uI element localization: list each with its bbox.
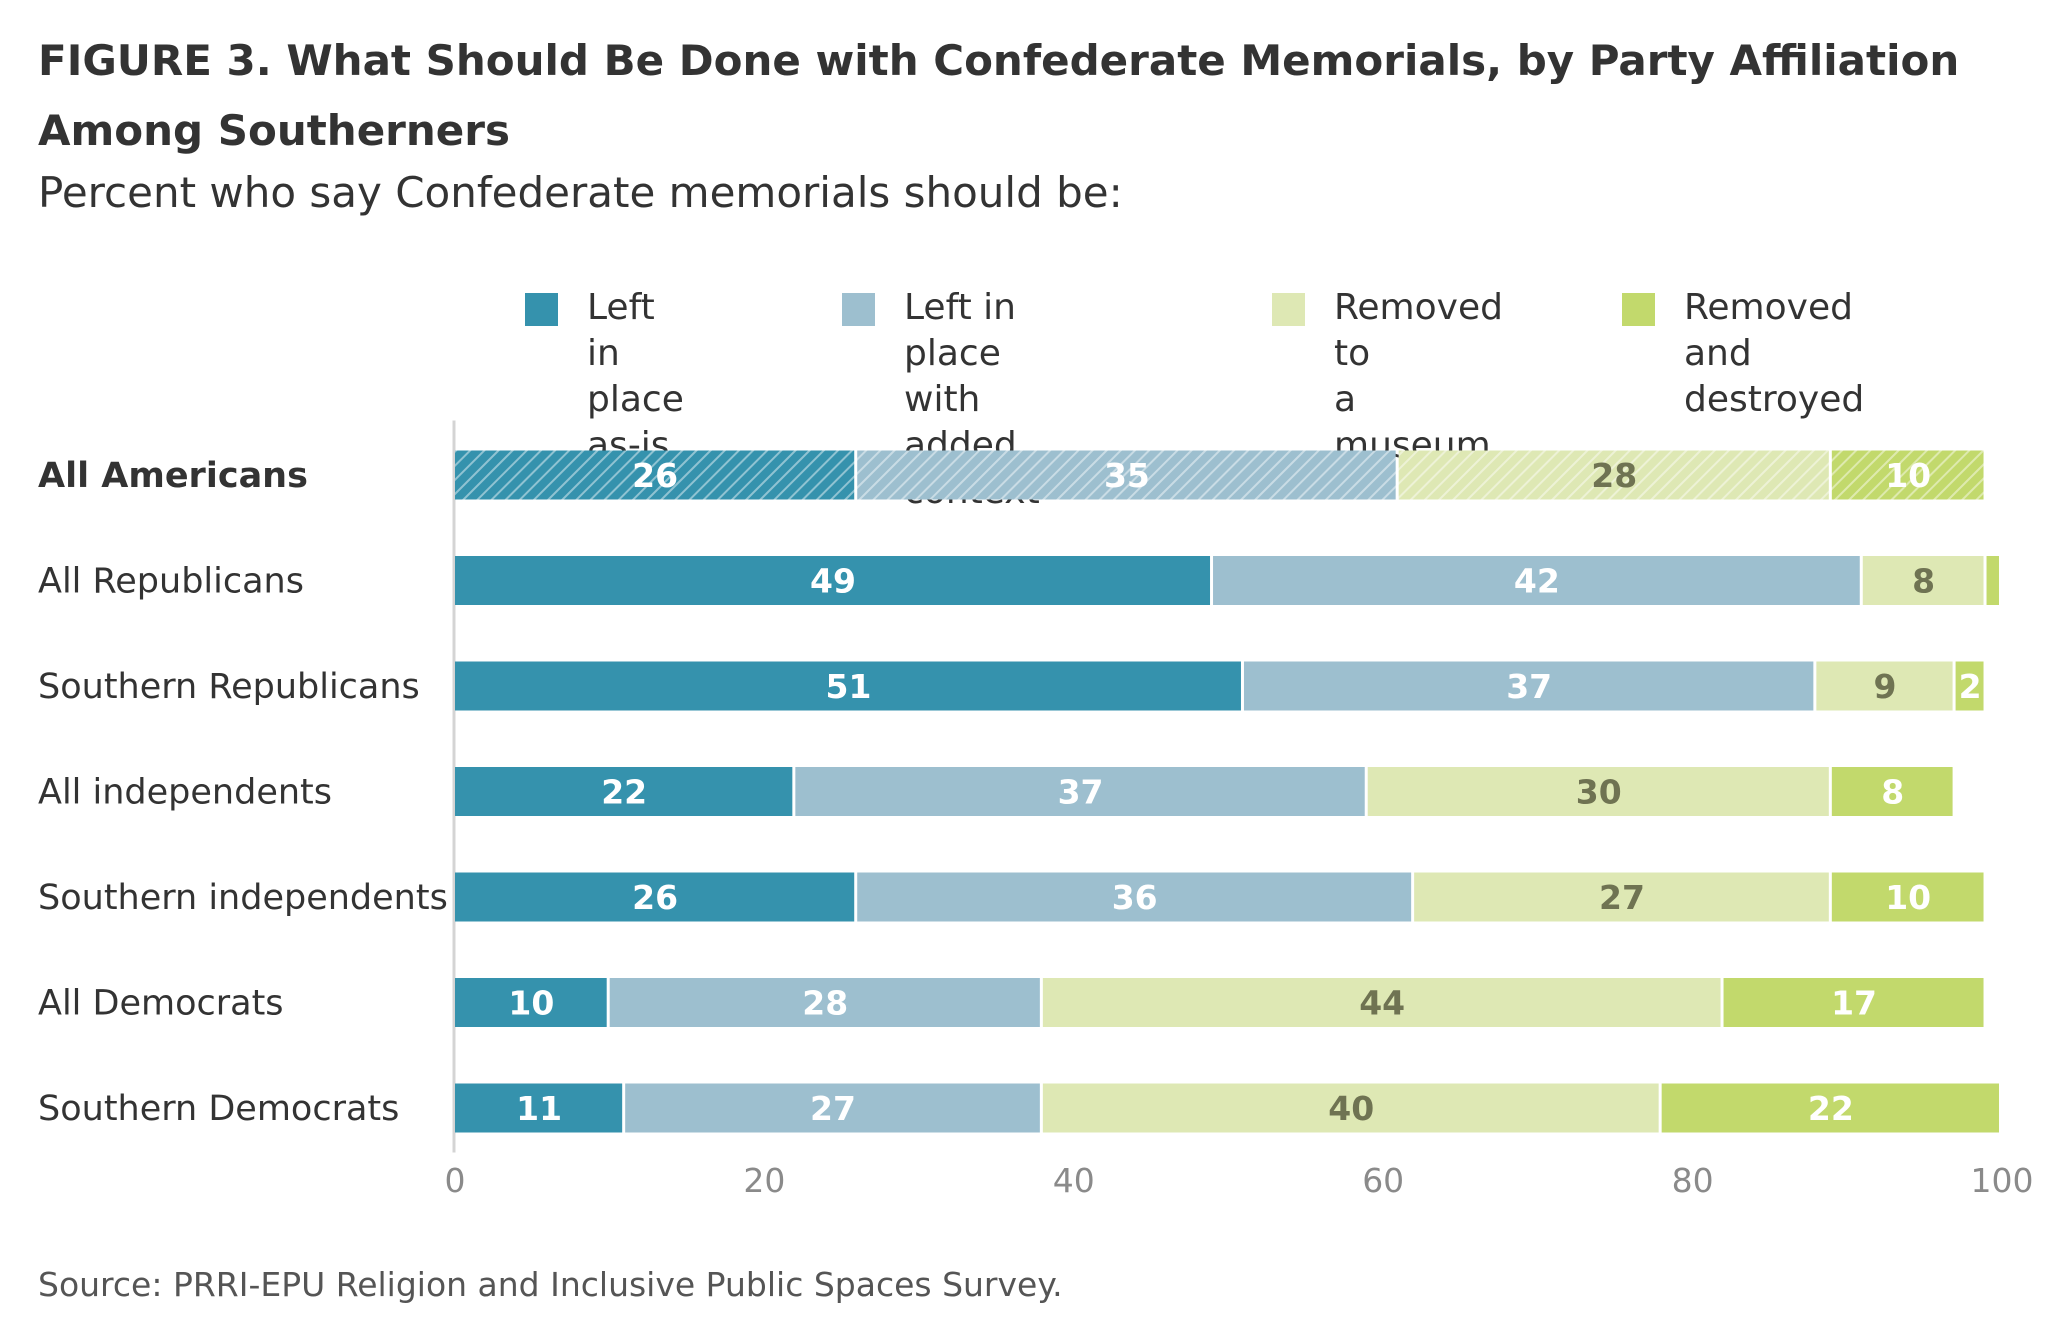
x-tick-label-60: 60 [1362,1161,1404,1200]
legend-swatch-museum [1272,293,1305,326]
data-label-all-democrats-left-in-place-with-added-context: 28 [802,984,848,1023]
bar-southern-republicans-left-in-place-as-is [455,661,1241,711]
bar-all-republicans-left-in-place-with-added-context [1213,556,1860,605]
bar-all-independents-left-in-place-as-is [455,767,793,816]
data-label-southern-independents-removed-to-a-museum: 27 [1599,878,1645,917]
data-label-southern-democrats-left-in-place-with-added-context: 27 [810,1089,856,1128]
data-label-all-independents-left-in-place-as-is: 22 [601,773,647,812]
category-label-all-independents: All independents [38,773,332,813]
data-label-all-independents-removed-and-destroyed: 8 [1881,773,1904,812]
category-label-all-democrats: All Democrats [38,984,284,1024]
x-tick-label-80: 80 [1672,1161,1714,1200]
bar-all-democrats-left-in-place-with-added-context [609,978,1040,1027]
data-label-all-democrats-removed-to-a-museum: 44 [1359,984,1405,1023]
legend-label-destroyed: Removed and destroyed [1684,287,1865,420]
bar-all-republicans-removed-and-destroyed [1986,556,1999,605]
chart-title: FIGURE 3. What Should Be Done with Confe… [38,36,1960,155]
bar-all-independents-removed-to-a-museum [1367,767,1829,816]
bar-all-independents-removed-and-destroyed [1831,767,1953,816]
bar-southern-democrats-removed-to-a-museum [1042,1083,1659,1133]
data-label-southern-democrats-removed-and-destroyed: 22 [1808,1089,1854,1128]
category-label-southern-republicans: Southern Republicans [38,667,420,707]
bar-southern-independents-left-in-place-with-added-context [857,872,1412,922]
data-label-all-republicans-removed-to-a-museum: 8 [1912,562,1935,601]
chart-subtitle: Percent who say Confederate memorials sh… [38,168,1123,217]
bar-all-democrats-removed-to-a-museum [1042,978,1721,1027]
bar-southern-independents-left-in-place-as-is [455,872,855,922]
x-tick-label-20: 20 [743,1161,785,1200]
category-label-southern-democrats: Southern Democrats [38,1089,399,1129]
category-label-all-americans: All Americans [38,456,308,496]
bar-all-americans-left-in-place-as-is [455,450,855,500]
data-label-all-independents-left-in-place-with-added-context: 37 [1058,773,1104,812]
data-label-southern-republicans-left-in-place-as-is: 51 [826,667,872,706]
bar-southern-republicans-removed-and-destroyed [1955,661,1984,711]
legend-swatch-left-as-is [525,293,558,326]
bar-southern-independents-removed-to-a-museum [1414,872,1829,922]
data-label-all-democrats-left-in-place-as-is: 10 [508,984,554,1023]
source-note: Source: PRRI-EPU Religion and Inclusive … [38,1265,1063,1304]
bar-all-republicans-removed-to-a-museum [1862,556,1984,605]
category-label-all-republicans: All Republicans [38,562,304,602]
bar-all-democrats-removed-and-destroyed [1723,978,1984,1027]
x-tick-label-40: 40 [1053,1161,1095,1200]
data-label-all-americans-removed-and-destroyed: 10 [1885,456,1931,495]
data-label-southern-independents-removed-and-destroyed: 10 [1885,878,1931,917]
data-label-all-americans-removed-to-a-museum: 28 [1591,456,1637,495]
category-label-southern-independents: Southern independents [38,878,448,918]
data-label-all-americans-left-in-place-as-is: 26 [632,456,678,495]
data-label-all-republicans-left-in-place-as-is: 49 [810,562,856,601]
bar-all-independents-left-in-place-with-added-context [795,767,1365,816]
data-label-southern-democrats-left-in-place-as-is: 11 [516,1089,562,1128]
x-tick-label-100: 100 [1971,1161,2034,1200]
data-label-southern-independents-left-in-place-with-added-context: 36 [1112,878,1158,917]
legend-swatch-destroyed [1622,293,1655,326]
x-tick-label-0: 0 [445,1161,466,1200]
data-label-all-independents-removed-to-a-museum: 30 [1576,773,1622,812]
bar-southern-republicans-left-in-place-with-added-context [1243,661,1814,711]
bar-all-americans-removed-and-destroyed [1831,450,1984,500]
bar-southern-democrats-left-in-place-with-added-context [625,1083,1040,1133]
bar-southern-independents-removed-and-destroyed [1831,872,1984,922]
data-label-all-americans-left-in-place-with-added-context: 35 [1104,456,1150,495]
data-label-all-democrats-removed-and-destroyed: 17 [1831,984,1877,1023]
data-label-southern-democrats-removed-to-a-museum: 40 [1328,1089,1374,1128]
data-label-southern-republicans-removed-and-destroyed: 2 [1959,667,1982,706]
data-label-all-republicans-left-in-place-with-added-context: 42 [1514,562,1560,601]
bar-all-americans-removed-to-a-museum [1398,450,1829,500]
bar-southern-democrats-removed-and-destroyed [1661,1083,1999,1133]
bar-all-democrats-left-in-place-as-is [455,978,607,1027]
bar-all-americans-left-in-place-with-added-context [857,450,1396,500]
data-label-southern-independents-left-in-place-as-is: 26 [632,878,678,917]
data-label-southern-republicans-removed-to-a-museum: 9 [1873,667,1896,706]
bar-southern-democrats-left-in-place-as-is [455,1083,623,1133]
bar-southern-republicans-removed-to-a-museum [1816,661,1953,711]
data-label-southern-republicans-left-in-place-with-added-context: 37 [1506,667,1552,706]
bar-all-republicans-left-in-place-as-is [455,556,1211,605]
legend-swatch-added-context [842,293,875,326]
